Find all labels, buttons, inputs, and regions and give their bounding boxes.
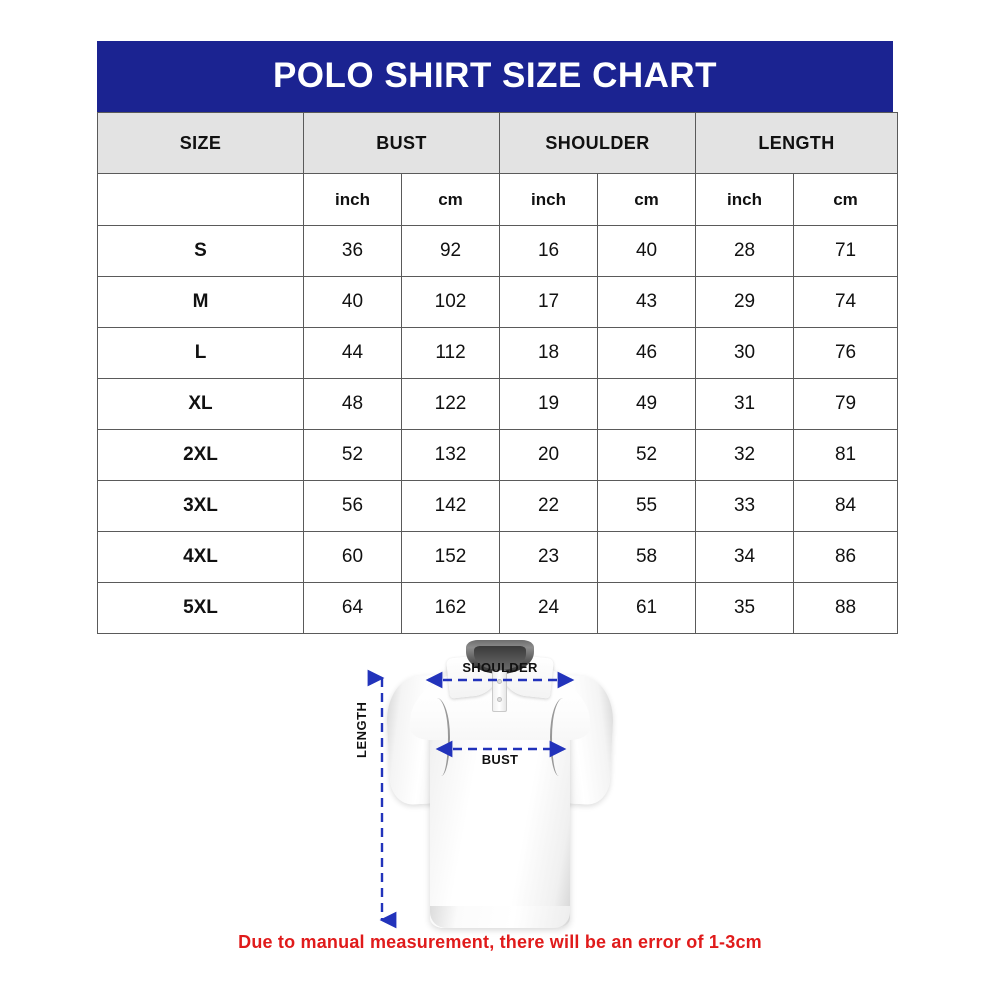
group-header-row: SIZE BUST SHOULDER LENGTH xyxy=(97,112,899,174)
cell-length-inch: 33 xyxy=(695,480,795,532)
table-row: 2XL 52 132 20 52 32 81 xyxy=(97,429,899,481)
cell-size: 3XL xyxy=(97,480,304,532)
table-row: XL 48 122 19 49 31 79 xyxy=(97,378,899,430)
cell-bust-cm: 132 xyxy=(400,429,501,481)
armhole-seam-right xyxy=(550,698,572,776)
cell-size: M xyxy=(97,276,304,328)
cell-shoulder-inch: 24 xyxy=(499,582,599,634)
cell-shoulder-cm: 61 xyxy=(597,582,697,634)
cell-shoulder-inch: 16 xyxy=(499,225,599,277)
table-row: L 44 112 18 46 30 76 xyxy=(97,327,899,379)
cell-length-inch: 32 xyxy=(695,429,795,481)
cell-shoulder-inch: 18 xyxy=(499,327,599,379)
cell-length-inch: 31 xyxy=(695,378,795,430)
button-icon xyxy=(497,697,502,702)
cell-bust-cm: 122 xyxy=(400,378,501,430)
polo-shirt-illustration xyxy=(384,640,616,928)
cell-bust-inch: 64 xyxy=(303,582,402,634)
group-header-length: LENGTH xyxy=(695,112,899,174)
cell-bust-cm: 162 xyxy=(400,582,501,634)
cell-length-cm: 86 xyxy=(793,531,899,583)
cell-bust-cm: 142 xyxy=(400,480,501,532)
group-header-shoulder: SHOULDER xyxy=(499,112,697,174)
cell-bust-cm: 102 xyxy=(400,276,501,328)
cell-bust-inch: 36 xyxy=(303,225,402,277)
cell-bust-inch: 60 xyxy=(303,531,402,583)
cell-length-cm: 71 xyxy=(793,225,899,277)
cell-bust-inch: 44 xyxy=(303,327,402,379)
table-row: 4XL 60 152 23 58 34 86 xyxy=(97,531,899,583)
table-row: S 36 92 16 40 28 71 xyxy=(97,225,899,277)
cell-size: XL xyxy=(97,378,304,430)
unit-header-shoulder-inch: inch xyxy=(499,173,599,226)
group-header-bust: BUST xyxy=(302,112,501,174)
unit-header-bust-inch: inch xyxy=(303,173,402,226)
table-body: SIZE BUST SHOULDER LENGTH inch cm inch c… xyxy=(97,112,899,634)
shirt-stage: SHOULDER BUST LENGTH xyxy=(354,628,640,929)
cell-shoulder-cm: 43 xyxy=(597,276,697,328)
size-chart-table: SIZE BUST SHOULDER LENGTH inch cm inch c… xyxy=(97,112,899,634)
cell-length-inch: 29 xyxy=(695,276,795,328)
table-row: M 40 102 17 43 29 74 xyxy=(97,276,899,328)
cell-length-inch: 28 xyxy=(695,225,795,277)
measurement-disclaimer: Due to manual measurement, there will be… xyxy=(238,932,762,952)
unit-header-shoulder-cm: cm xyxy=(597,173,697,226)
cell-bust-inch: 40 xyxy=(303,276,402,328)
cell-shoulder-inch: 17 xyxy=(499,276,599,328)
cell-bust-cm: 152 xyxy=(400,531,501,583)
cell-length-cm: 84 xyxy=(793,480,899,532)
cell-shoulder-cm: 49 xyxy=(597,378,697,430)
cell-shoulder-inch: 23 xyxy=(499,531,599,583)
cell-bust-inch: 48 xyxy=(303,378,402,430)
group-header-size: SIZE xyxy=(97,112,304,174)
cell-shoulder-cm: 46 xyxy=(597,327,697,379)
cell-shoulder-inch: 20 xyxy=(499,429,599,481)
unit-header-blank xyxy=(97,173,304,226)
cell-length-inch: 35 xyxy=(695,582,795,634)
unit-header-length-inch: inch xyxy=(695,173,795,226)
cell-shoulder-cm: 52 xyxy=(597,429,697,481)
cell-shoulder-cm: 55 xyxy=(597,480,697,532)
unit-header-length-cm: cm xyxy=(793,173,899,226)
size-chart-container: POLO SHIRT SIZE CHART SIZE BUST SHOULDER… xyxy=(97,41,899,634)
cell-length-inch: 30 xyxy=(695,327,795,379)
cell-bust-cm: 92 xyxy=(400,225,501,277)
cell-bust-inch: 52 xyxy=(303,429,402,481)
shoulder-label: SHOULDER xyxy=(462,660,538,675)
cell-size: 4XL xyxy=(97,531,304,583)
cell-length-cm: 88 xyxy=(793,582,899,634)
table-row: 5XL 64 162 24 61 35 88 xyxy=(97,582,899,634)
cell-shoulder-inch: 19 xyxy=(499,378,599,430)
measurement-arrows xyxy=(367,669,575,929)
length-label: LENGTH xyxy=(354,701,369,758)
unit-header-bust-cm: cm xyxy=(400,173,501,226)
cell-bust-inch: 56 xyxy=(303,480,402,532)
cell-length-inch: 34 xyxy=(695,531,795,583)
cell-length-cm: 81 xyxy=(793,429,899,481)
measurement-diagram: SHOULDER BUST LENGTH xyxy=(0,628,1000,938)
cell-size: L xyxy=(97,327,304,379)
shirt-hem xyxy=(430,906,570,928)
cell-size: 5XL xyxy=(97,582,304,634)
cell-length-cm: 76 xyxy=(793,327,899,379)
cell-bust-cm: 112 xyxy=(400,327,501,379)
table-row: 3XL 56 142 22 55 33 84 xyxy=(97,480,899,532)
cell-shoulder-cm: 58 xyxy=(597,531,697,583)
page-title: POLO SHIRT SIZE CHART xyxy=(97,41,893,112)
cell-size: 2XL xyxy=(97,429,304,481)
cell-length-cm: 79 xyxy=(793,378,899,430)
cell-length-cm: 74 xyxy=(793,276,899,328)
cell-size: S xyxy=(97,225,304,277)
armhole-seam-left xyxy=(428,698,450,776)
bust-label: BUST xyxy=(481,752,519,767)
cell-shoulder-cm: 40 xyxy=(597,225,697,277)
cell-shoulder-inch: 22 xyxy=(499,480,599,532)
unit-header-row: inch cm inch cm inch cm xyxy=(97,173,899,226)
